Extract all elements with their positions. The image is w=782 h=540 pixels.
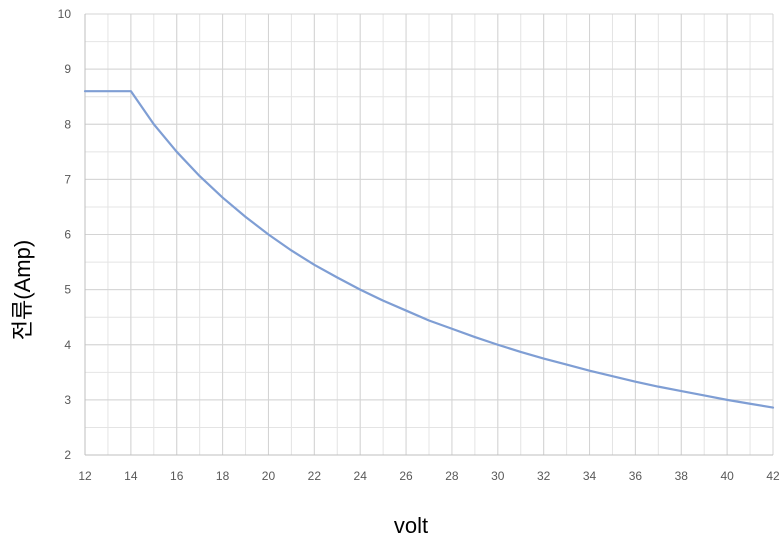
y-tick-label: 7 xyxy=(64,172,71,186)
x-tick-label: 36 xyxy=(629,469,643,483)
y-tick-label: 3 xyxy=(64,393,71,407)
y-tick-labels: 2 3 4 5 6 7 8 9 10 xyxy=(58,7,72,462)
x-tick-label: 14 xyxy=(124,469,138,483)
y-tick-label: 8 xyxy=(64,117,71,131)
x-tick-label: 40 xyxy=(720,469,734,483)
y-tick-label: 9 xyxy=(64,62,71,76)
axis-lines xyxy=(84,14,773,456)
series-layer xyxy=(83,90,775,409)
y-axis-title: 전류(Amp) xyxy=(10,240,35,340)
x-tick-label: 20 xyxy=(262,469,276,483)
y-tick-label: 10 xyxy=(58,7,72,21)
x-tick-label: 18 xyxy=(216,469,230,483)
x-tick-labels: 12 14 16 18 20 22 24 26 28 30 32 34 36 38 40 42 xyxy=(78,469,780,483)
x-tick-label: 28 xyxy=(445,469,459,483)
x-tick-label: 24 xyxy=(354,469,368,483)
x-tick-label: 26 xyxy=(399,469,413,483)
series-line-1 xyxy=(83,90,775,409)
x-tick-label: 12 xyxy=(78,469,92,483)
x-tick-label: 30 xyxy=(491,469,505,483)
y-tick-label: 6 xyxy=(64,228,71,242)
x-tick-label: 32 xyxy=(537,469,551,483)
x-tick-label: 34 xyxy=(583,469,597,483)
x-tick-label: 16 xyxy=(170,469,184,483)
major-gridlines xyxy=(84,13,774,456)
y-tick-label: 5 xyxy=(64,283,71,297)
x-tick-label: 38 xyxy=(675,469,689,483)
y-tick-label: 2 xyxy=(64,448,71,462)
x-axis-title: volt xyxy=(394,513,428,538)
y-tick-label: 4 xyxy=(64,338,71,352)
x-tick-label: 22 xyxy=(308,469,322,483)
x-tick-label: 42 xyxy=(766,469,780,483)
